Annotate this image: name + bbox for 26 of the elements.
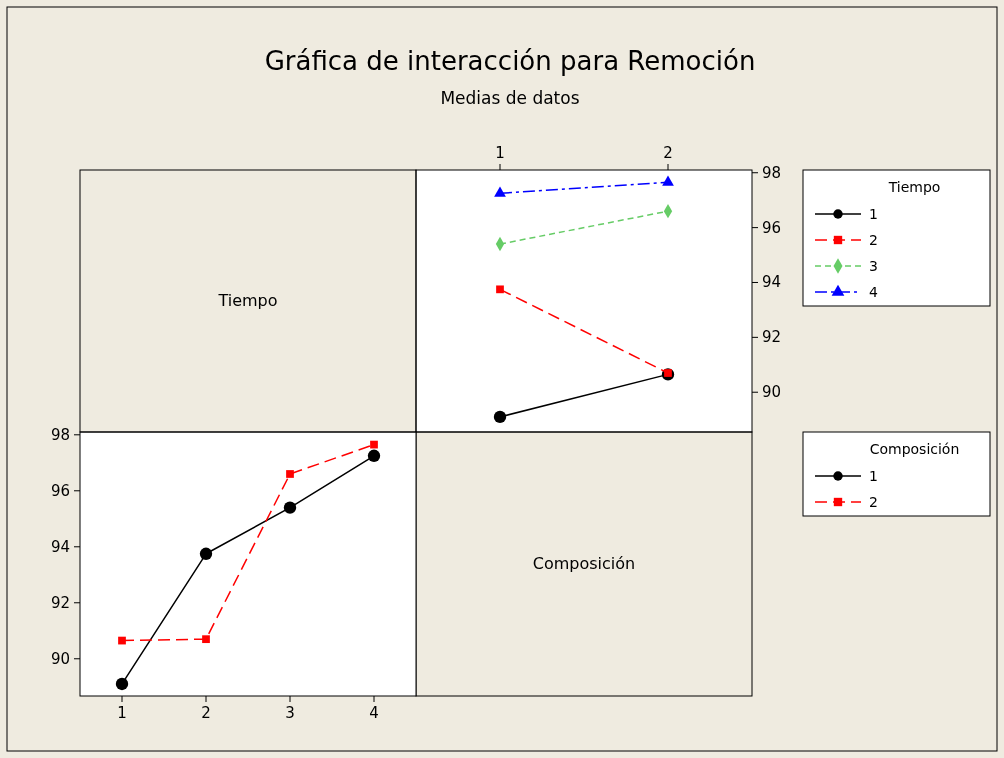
y-tick-label: 90 bbox=[762, 383, 782, 402]
y-tick-label: 92 bbox=[762, 328, 782, 347]
legend-label: 1 bbox=[869, 468, 878, 484]
x-axis-title: Composición bbox=[532, 554, 636, 573]
legend-label: 1 bbox=[869, 206, 878, 222]
y-tick-label: 92 bbox=[50, 593, 70, 612]
chart-title: Gráfica de interacción para Remoción bbox=[264, 46, 756, 76]
y-tick-label: 96 bbox=[50, 481, 70, 500]
y-tick-label: 90 bbox=[50, 649, 70, 668]
y-tick-label: 96 bbox=[762, 218, 782, 237]
chart-subtitle: Medias de datos bbox=[440, 88, 580, 108]
x-tick-label: 1 bbox=[117, 704, 127, 722]
legend-label: 4 bbox=[869, 284, 878, 300]
y-tick-label: 94 bbox=[50, 537, 70, 556]
legend-label: 2 bbox=[869, 494, 878, 510]
x-tick-label: 2 bbox=[201, 704, 211, 722]
y-tick-label: 98 bbox=[762, 163, 782, 182]
x-axis-title: Tiempo bbox=[217, 291, 278, 310]
x-tick-label: 3 bbox=[285, 704, 295, 722]
legend-title: Composición bbox=[869, 441, 960, 457]
x-tick-label: 4 bbox=[369, 704, 379, 722]
legend-label: 2 bbox=[869, 232, 878, 248]
y-tick-label: 94 bbox=[762, 273, 782, 292]
legend-label: 3 bbox=[869, 258, 878, 274]
y-tick-label: 98 bbox=[50, 425, 70, 444]
legend-title: Tiempo bbox=[887, 179, 941, 195]
